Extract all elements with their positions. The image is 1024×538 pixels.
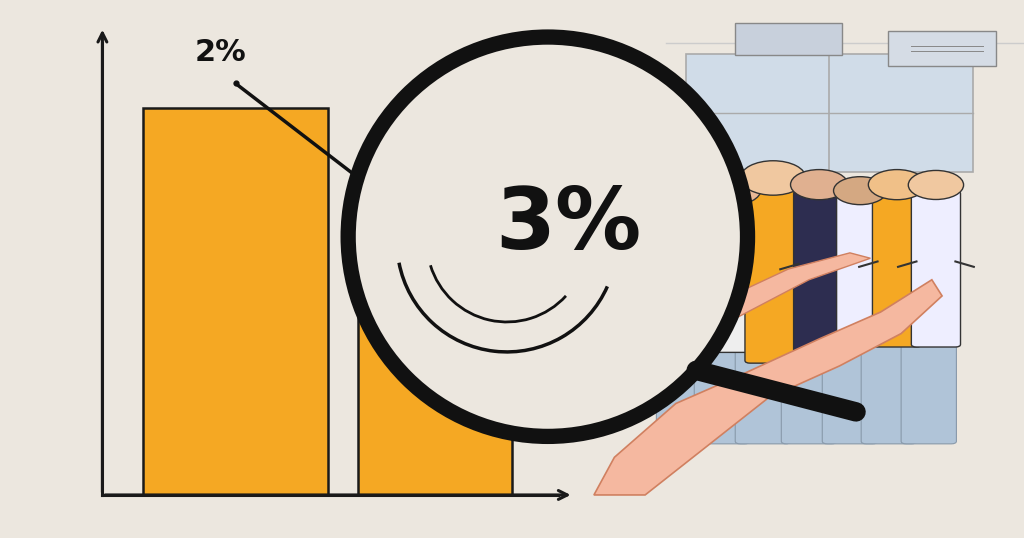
Polygon shape xyxy=(594,280,942,495)
FancyBboxPatch shape xyxy=(781,342,837,444)
Circle shape xyxy=(740,161,806,195)
FancyBboxPatch shape xyxy=(735,23,842,55)
Circle shape xyxy=(660,162,722,195)
FancyBboxPatch shape xyxy=(708,196,757,352)
Circle shape xyxy=(908,171,964,200)
Point xyxy=(227,79,244,88)
FancyBboxPatch shape xyxy=(666,186,717,352)
FancyBboxPatch shape xyxy=(911,191,961,347)
Circle shape xyxy=(791,169,848,200)
FancyBboxPatch shape xyxy=(901,342,956,444)
Point xyxy=(437,240,454,249)
FancyBboxPatch shape xyxy=(745,186,802,363)
Text: 3%: 3% xyxy=(496,185,641,267)
FancyBboxPatch shape xyxy=(656,342,712,444)
FancyBboxPatch shape xyxy=(861,342,916,444)
FancyBboxPatch shape xyxy=(735,342,791,444)
FancyBboxPatch shape xyxy=(872,191,922,347)
FancyBboxPatch shape xyxy=(143,108,328,495)
FancyBboxPatch shape xyxy=(822,342,878,444)
Polygon shape xyxy=(614,253,870,360)
Circle shape xyxy=(834,176,887,204)
FancyBboxPatch shape xyxy=(837,196,884,342)
Circle shape xyxy=(868,169,926,200)
FancyBboxPatch shape xyxy=(686,54,973,172)
FancyBboxPatch shape xyxy=(650,0,1024,538)
FancyBboxPatch shape xyxy=(358,269,512,495)
Text: 3%: 3% xyxy=(374,200,425,229)
Circle shape xyxy=(703,175,761,205)
Ellipse shape xyxy=(348,37,748,436)
Text: 2%: 2% xyxy=(195,38,246,67)
FancyBboxPatch shape xyxy=(794,191,845,352)
FancyBboxPatch shape xyxy=(694,342,750,444)
FancyBboxPatch shape xyxy=(888,31,996,66)
